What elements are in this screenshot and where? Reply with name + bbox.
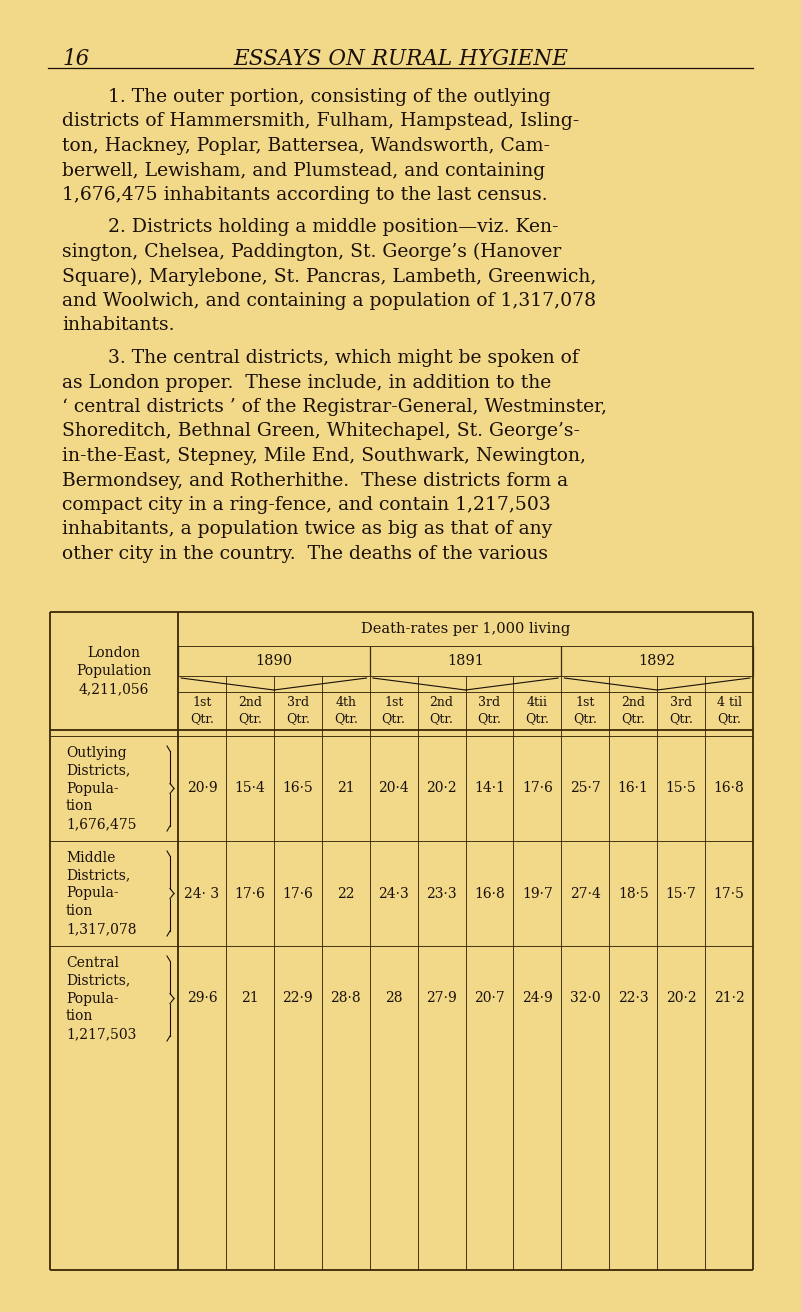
Text: other city in the country.  The deaths of the various: other city in the country. The deaths of… [62,544,548,563]
Text: 16: 16 [62,49,89,70]
Text: 15·4: 15·4 [235,782,265,795]
Text: 1890: 1890 [256,653,292,668]
Text: ton, Hackney, Poplar, Battersea, Wandsworth, Cam-: ton, Hackney, Poplar, Battersea, Wandswo… [62,136,550,155]
Text: 1891: 1891 [447,653,484,668]
Text: 21: 21 [241,992,259,1005]
Text: 16·8: 16·8 [714,782,744,795]
Text: inhabitants.: inhabitants. [62,316,175,335]
Text: 20·9: 20·9 [187,782,217,795]
Text: 4 til
Qtr.: 4 til Qtr. [717,697,742,726]
Text: inhabitants, a population twice as big as that of any: inhabitants, a population twice as big a… [62,521,552,538]
Text: 16·5: 16·5 [283,782,313,795]
Text: 17·6: 17·6 [283,887,313,900]
Text: 1st
Qtr.: 1st Qtr. [574,697,598,726]
Text: 3rd
Qtr.: 3rd Qtr. [669,697,693,726]
Text: 24·3: 24·3 [378,887,409,900]
Text: 16·1: 16·1 [618,782,649,795]
Text: 24· 3: 24· 3 [184,887,219,900]
Text: 28: 28 [384,992,402,1005]
Text: 1st
Qtr.: 1st Qtr. [382,697,405,726]
Text: Shoreditch, Bethnal Green, Whitechapel, St. George’s-: Shoreditch, Bethnal Green, Whitechapel, … [62,422,580,441]
Text: and Woolwich, and containing a population of 1,317,078: and Woolwich, and containing a populatio… [62,293,596,310]
Text: in-the-East, Stepney, Mile End, Southwark, Newington,: in-the-East, Stepney, Mile End, Southwar… [62,447,586,464]
Text: compact city in a ring-fence, and contain 1,217,503: compact city in a ring-fence, and contai… [62,496,551,514]
Text: 32·0: 32·0 [570,992,601,1005]
Text: 21: 21 [337,782,355,795]
Text: 4tii
Qtr.: 4tii Qtr. [525,697,549,726]
Text: 1892: 1892 [638,653,676,668]
Text: 4th
Qtr.: 4th Qtr. [334,697,357,726]
Text: 29·6: 29·6 [187,992,217,1005]
Text: 27·9: 27·9 [426,992,457,1005]
Text: 17·6: 17·6 [522,782,553,795]
Text: ESSAYS ON RURAL HYGIENE: ESSAYS ON RURAL HYGIENE [234,49,569,70]
Text: 21·2: 21·2 [714,992,744,1005]
Text: 20·2: 20·2 [426,782,457,795]
Text: 20·7: 20·7 [474,992,505,1005]
Text: 17·5: 17·5 [714,887,744,900]
Text: 17·6: 17·6 [235,887,265,900]
Text: 15·7: 15·7 [666,887,697,900]
Text: London
Population
4,211,056: London Population 4,211,056 [76,646,151,697]
Text: 3. The central districts, which might be spoken of: 3. The central districts, which might be… [108,349,579,367]
Text: 25·7: 25·7 [570,782,601,795]
Text: 16·8: 16·8 [474,887,505,900]
Text: 2nd
Qtr.: 2nd Qtr. [238,697,262,726]
Text: sington, Chelsea, Paddington, St. George’s (Hanover: sington, Chelsea, Paddington, St. George… [62,243,562,261]
Text: 22: 22 [337,887,355,900]
Text: 19·7: 19·7 [522,887,553,900]
Text: Central
Districts,
Popula-
tion
1,217,503: Central Districts, Popula- tion 1,217,50… [66,956,136,1042]
Text: 20·4: 20·4 [378,782,409,795]
Text: 1st
Qtr.: 1st Qtr. [190,697,214,726]
Text: 3rd
Qtr.: 3rd Qtr. [286,697,310,726]
Text: 1,676,475 inhabitants according to the last census.: 1,676,475 inhabitants according to the l… [62,186,548,203]
Text: 1. The outer portion, consisting of the outlying: 1. The outer portion, consisting of the … [108,88,550,106]
Text: berwell, Lewisham, and Plumstead, and containing: berwell, Lewisham, and Plumstead, and co… [62,161,545,180]
Text: districts of Hammersmith, Fulham, Hampstead, Isling-: districts of Hammersmith, Fulham, Hampst… [62,113,579,130]
Text: 15·5: 15·5 [666,782,697,795]
Text: 2nd
Qtr.: 2nd Qtr. [622,697,646,726]
Text: 27·4: 27·4 [570,887,601,900]
Text: Middle
Districts,
Popula-
tion
1,317,078: Middle Districts, Popula- tion 1,317,078 [66,850,136,937]
Text: 20·2: 20·2 [666,992,696,1005]
Text: ‘ central districts ’ of the Registrar-General, Westminster,: ‘ central districts ’ of the Registrar-G… [62,398,607,416]
Text: 24·9: 24·9 [522,992,553,1005]
Text: Square), Marylebone, St. Pancras, Lambeth, Greenwich,: Square), Marylebone, St. Pancras, Lambet… [62,268,597,286]
Text: 28·8: 28·8 [330,992,361,1005]
Text: 18·5: 18·5 [618,887,649,900]
Text: Outlying
Districts,
Popula-
tion
1,676,475: Outlying Districts, Popula- tion 1,676,4… [66,745,136,832]
Text: Death-rates per 1,000 living: Death-rates per 1,000 living [361,622,570,636]
Text: 23·3: 23·3 [426,887,457,900]
Text: 22·3: 22·3 [618,992,649,1005]
Text: 3rd
Qtr.: 3rd Qtr. [477,697,501,726]
Text: 2. Districts holding a middle position—viz. Ken-: 2. Districts holding a middle position—v… [108,219,558,236]
Text: 14·1: 14·1 [474,782,505,795]
Text: 22·9: 22·9 [283,992,313,1005]
Text: Bermondsey, and Rotherhithe.  These districts form a: Bermondsey, and Rotherhithe. These distr… [62,471,568,489]
Text: as London proper.  These include, in addition to the: as London proper. These include, in addi… [62,374,551,391]
Text: 2nd
Qtr.: 2nd Qtr. [429,697,453,726]
